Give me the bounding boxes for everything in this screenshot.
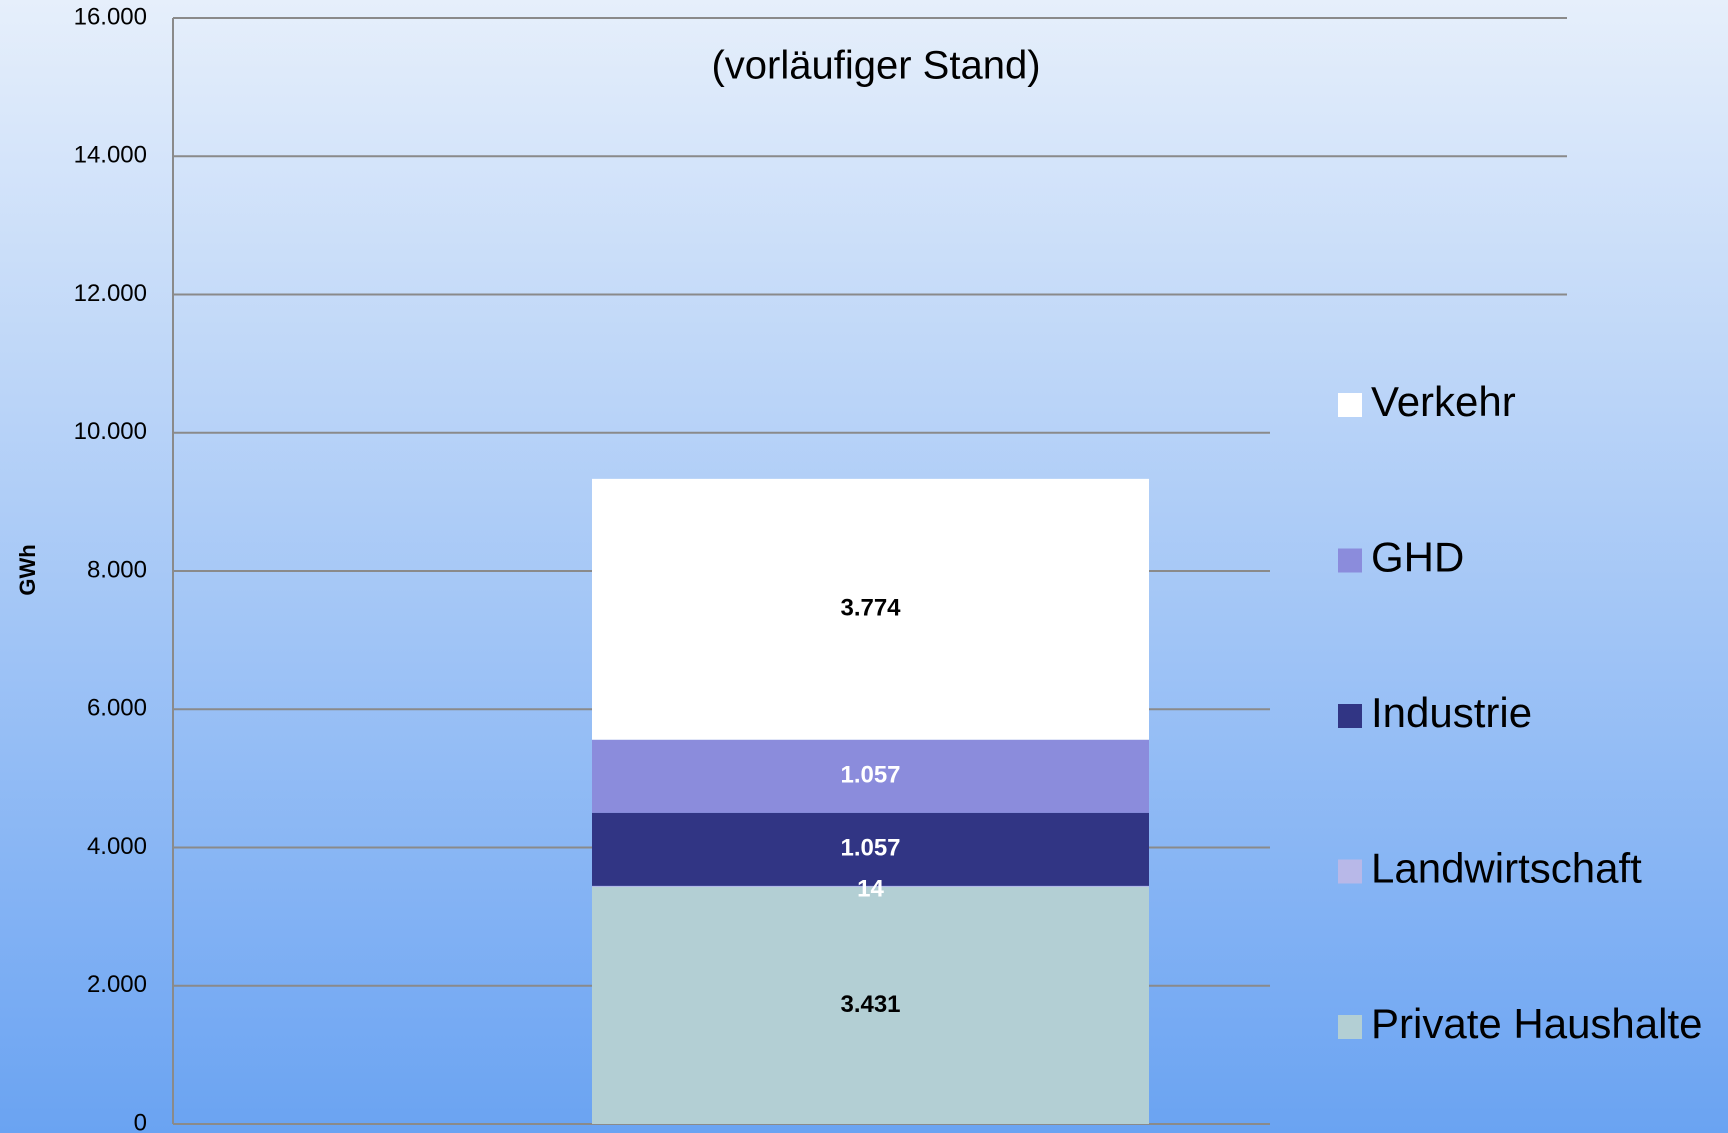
bar-segment	[592, 812, 1149, 886]
y-tick-label: 14.000	[74, 142, 147, 169]
y-tick-label: 16.000	[74, 3, 147, 30]
y-tick-label: 2.000	[87, 971, 147, 998]
chart-subtitle: (vorläufiger Stand)	[711, 44, 1040, 88]
y-tick-label: 4.000	[87, 833, 147, 860]
y-axis-label: GWh	[15, 544, 40, 595]
legend-label: Industrie	[1371, 689, 1532, 736]
legend-swatch	[1338, 704, 1362, 728]
legend-swatch	[1338, 393, 1362, 417]
bar-segment	[592, 885, 1149, 887]
data-label: 1.057	[840, 835, 900, 862]
legend-label: Landwirtschaft	[1371, 845, 1642, 892]
data-label: 14	[857, 876, 884, 903]
bar-segment	[592, 886, 1149, 1124]
data-label: 3.431	[840, 991, 900, 1018]
legend-swatch	[1338, 548, 1362, 573]
bar-segment	[592, 478, 1149, 740]
y-tick-label: 10.000	[74, 418, 147, 445]
legend-label: Private Haushalte	[1371, 1000, 1703, 1047]
legend-label: Verkehr	[1371, 378, 1516, 425]
legend-swatch	[1338, 859, 1362, 884]
bar-segment	[592, 739, 1149, 813]
data-label: 3.774	[840, 595, 901, 622]
legend-label: GHD	[1371, 534, 1464, 581]
data-label: 1.057	[840, 762, 900, 789]
y-tick-label: 8.000	[87, 556, 147, 583]
legend-swatch	[1338, 1015, 1362, 1039]
y-tick-label: 6.000	[87, 695, 147, 722]
y-tick-label: 12.000	[74, 280, 147, 307]
y-tick-label: 0	[134, 1109, 147, 1133]
